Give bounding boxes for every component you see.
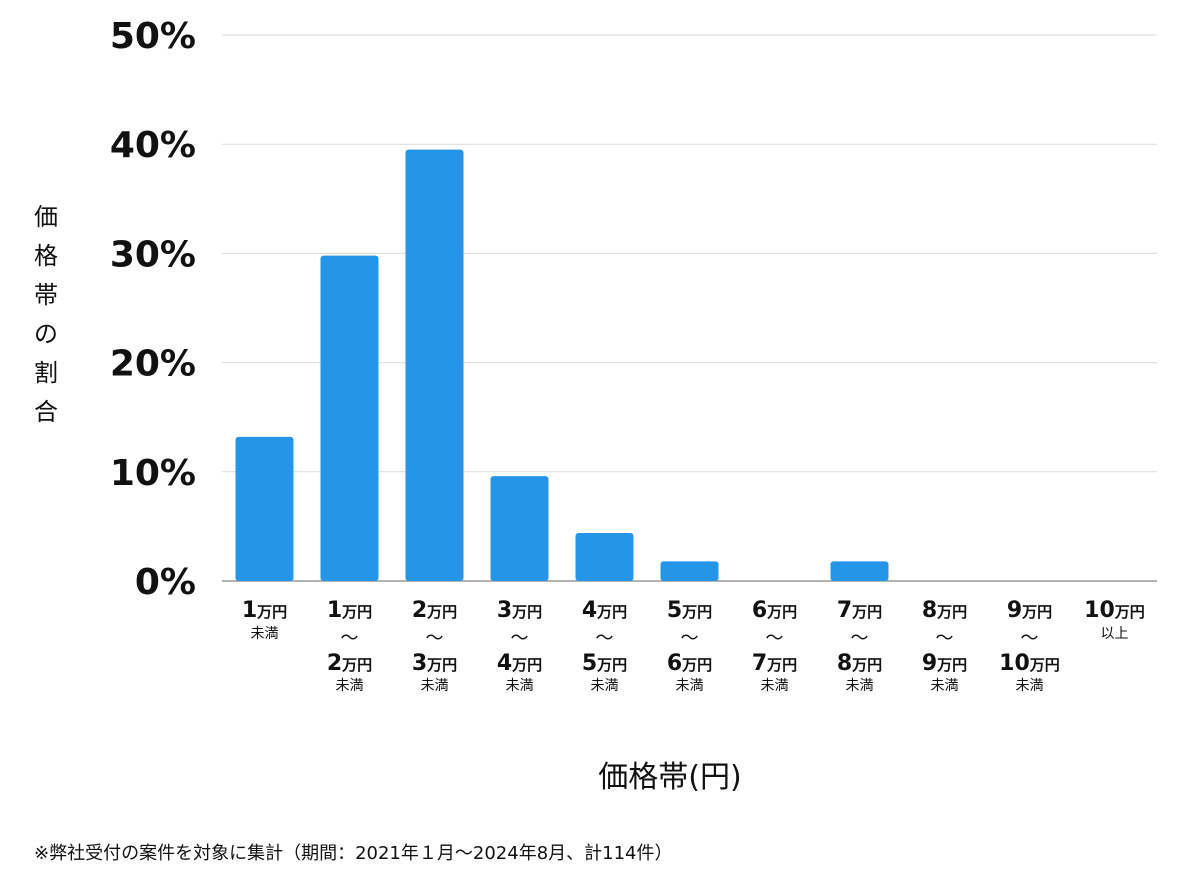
x-tick-label: 4万円 [582,598,627,623]
bar [490,476,549,581]
x-tick-suffix: 未満 [931,678,959,694]
x-tick-label: 3万円 [412,651,457,676]
x-tick-label: 9万円 [1007,598,1052,623]
x-tick-suffix: 未満 [336,678,364,694]
x-tick-suffix: 未満 [846,678,874,694]
bar [320,255,379,582]
bar-chart: 0%10%20%30%40%50%1万円未満1万円〜2万円未満2万円〜3万円未満… [110,16,1157,694]
x-tick-range-mark: 〜 [1021,628,1039,649]
x-tick-range-mark: 〜 [511,628,529,649]
x-tick-label: 10万円 [1084,598,1145,623]
footnote: ※弊社受付の案件を対象に集計（期間：2021年１月〜2024年8月、計114件） [34,843,673,864]
y-tick-label: 50% [110,16,196,57]
x-tick-suffix: 未満 [676,678,704,694]
x-tick-label: 5万円 [582,651,627,676]
x-tick-suffix: 未満 [1016,678,1044,694]
x-tick-label: 3万円 [497,598,542,623]
x-tick-label: 6万円 [667,651,712,676]
x-tick-label: 4万円 [497,651,542,676]
x-tick-range-mark: 〜 [681,628,699,649]
y-tick-label: 20% [110,344,196,385]
x-tick-suffix: 未満 [506,678,534,694]
x-tick-range-mark: 〜 [596,628,614,649]
y-tick-label: 30% [110,234,196,275]
y-tick-label: 10% [110,453,196,494]
x-tick-label: 7万円 [752,651,797,676]
x-tick-range-mark: 〜 [426,628,444,649]
x-tick-label: 8万円 [922,598,967,623]
y-axis-title: 価格帯の割合 [34,203,58,426]
bar [235,436,294,581]
x-tick-range-mark: 〜 [851,628,869,649]
x-tick-suffix: 未満 [591,678,619,694]
bar [575,532,634,581]
x-tick-range-mark: 〜 [341,628,359,649]
x-tick-suffix: 未満 [421,678,449,694]
x-tick-label: 5万円 [667,598,712,623]
bar [405,149,464,581]
y-tick-label: 0% [135,562,196,603]
bar [660,561,719,581]
x-tick-label: 8万円 [837,651,882,676]
x-tick-label: 7万円 [837,598,882,623]
x-tick-label: 1万円 [327,598,372,623]
bar [830,561,889,581]
x-tick-label: 1万円 [242,598,287,623]
y-tick-label: 40% [110,125,196,166]
x-tick-range-mark: 〜 [936,628,954,649]
x-axis-title: 価格帯(円) [598,760,742,795]
x-tick-label: 10万円 [999,651,1060,676]
x-tick-suffix: 以上 [1101,626,1129,642]
x-tick-label: 2万円 [412,598,457,623]
x-tick-range-mark: 〜 [766,628,784,649]
x-tick-suffix: 未満 [251,626,279,642]
x-tick-label: 9万円 [922,651,967,676]
x-tick-label: 2万円 [327,651,372,676]
x-tick-label: 6万円 [752,598,797,623]
x-tick-suffix: 未満 [761,678,789,694]
